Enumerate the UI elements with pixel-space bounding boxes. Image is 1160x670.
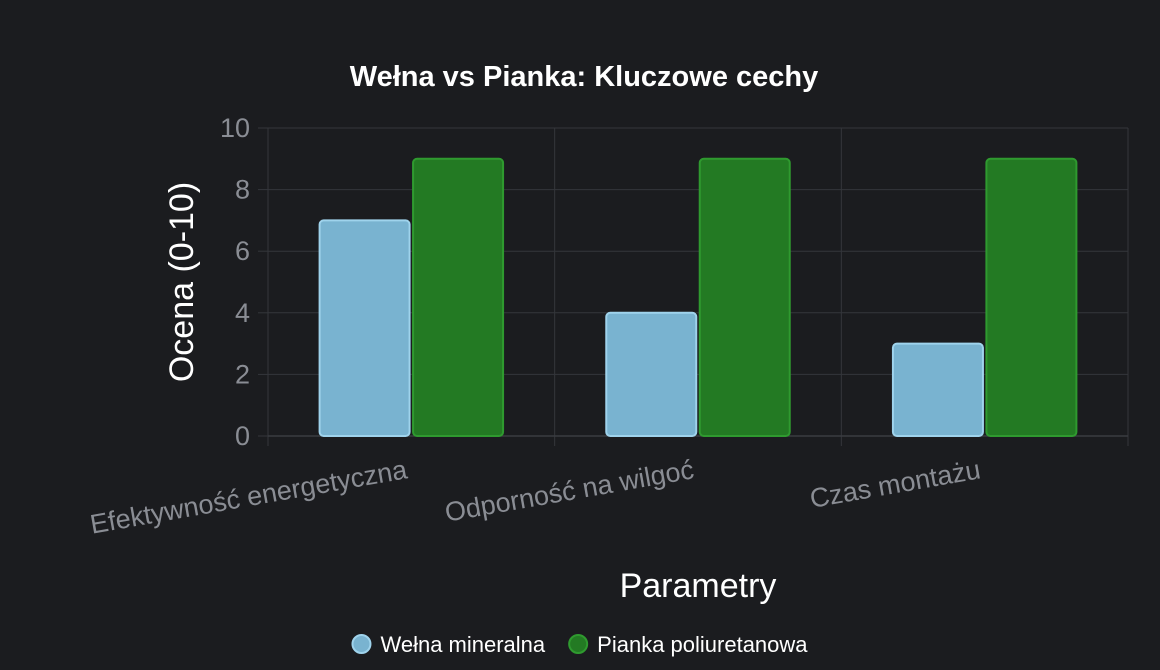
legend-item-pianka[interactable]: Pianka poliuretanowa <box>568 632 808 657</box>
bar-welna-0[interactable]: Wełna mineralna: 7 <box>318 219 411 437</box>
chart-title: Wełna vs Pianka: Kluczowe cechy <box>350 61 819 93</box>
legend-label: Wełna mineralna <box>380 632 545 657</box>
legend-item-welna[interactable]: Wełna mineralna <box>351 632 546 657</box>
bars: Wełna mineralna: 7Pianka poliuretanowa: … <box>318 157 1078 438</box>
grid <box>258 127 1129 446</box>
tick-labels: 0 2 4 6 8 10 Efektywność energetyczna Odporność… <box>88 113 983 540</box>
y-tick-label: 8 <box>235 175 250 205</box>
bar-welna-2[interactable]: Wełna mineralna: 3 <box>891 342 984 438</box>
x-tick-label: Odporność na wilgoć <box>443 454 697 527</box>
bar-pianka-2[interactable]: Pianka poliuretanowa: 9 <box>985 157 1078 438</box>
legend-label: Pianka poliuretanowa <box>597 632 808 657</box>
bar-pianka-1[interactable]: Pianka poliuretanowa: 9 <box>698 157 791 438</box>
x-axis-label: Parametry <box>620 567 777 605</box>
legend[interactable]: Wełna mineralna Pianka poliuretanowa <box>351 632 808 657</box>
y-tick-label: 4 <box>235 298 250 328</box>
legend-swatch <box>568 634 589 654</box>
bar-welna-1[interactable]: Wełna mineralna: 4 <box>605 311 698 437</box>
x-tick-label: Czas montażu <box>808 454 983 514</box>
y-tick-label: 2 <box>235 359 250 389</box>
bar-pianka-0[interactable]: Pianka poliuretanowa: 9 <box>412 157 505 438</box>
x-tick-label: Efektywność energetyczna <box>88 454 410 539</box>
y-tick-label: 10 <box>220 113 250 143</box>
legend-swatch <box>351 634 372 654</box>
y-axis-label: Ocena (0-10) <box>163 182 201 382</box>
y-tick-label: 6 <box>235 236 250 266</box>
y-tick-label: 0 <box>235 421 250 451</box>
